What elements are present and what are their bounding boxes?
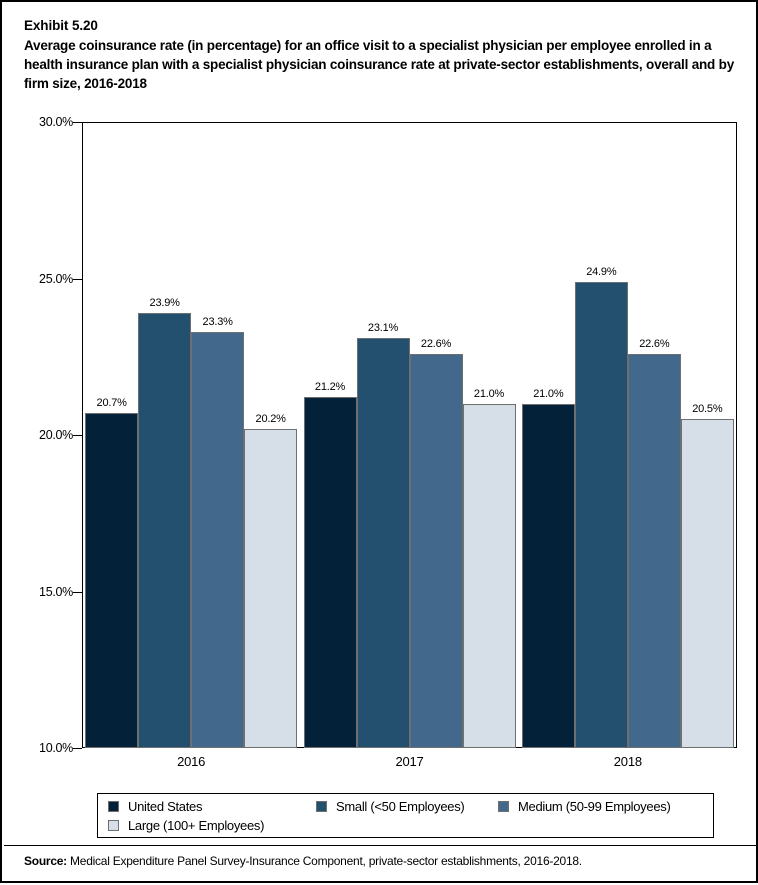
exhibit-number: Exhibit 5.20	[24, 18, 98, 33]
x-axis-category-label: 2018	[613, 754, 642, 769]
legend-item[interactable]: Large (100+ Employees)	[108, 818, 264, 833]
source-divider	[4, 845, 758, 846]
y-axis-tick-mark	[73, 278, 82, 280]
legend-swatch-icon	[498, 801, 509, 812]
y-axis-tick-label: 30.0%	[39, 115, 73, 129]
bar-value-label: 21.2%	[314, 381, 346, 394]
bar	[303, 397, 357, 748]
legend-label: Small (<50 Employees)	[336, 799, 465, 814]
bar	[462, 403, 516, 748]
source-text: Medical Expenditure Panel Survey-Insuran…	[66, 854, 582, 868]
bar	[244, 428, 298, 748]
x-axis-category-label: 2017	[395, 754, 424, 769]
bar	[680, 419, 734, 748]
bar	[85, 413, 139, 748]
bar-value-label: 21.0%	[533, 387, 564, 400]
source-label: Source:	[24, 854, 67, 868]
y-axis-tick-mark	[73, 122, 82, 123]
legend-label: Medium (50-99 Employees)	[518, 799, 671, 814]
legend-label: Large (100+ Employees)	[128, 818, 265, 833]
bar	[409, 353, 463, 748]
title-block: Exhibit 5.20 Average coinsurance rate (i…	[24, 16, 734, 93]
bar-value-label: 21.0%	[473, 387, 505, 400]
y-axis-tick-label: 10.0%	[39, 741, 73, 755]
bar-value-label: 23.1%	[367, 321, 399, 334]
bar-value-label: 20.7%	[96, 397, 127, 410]
legend-item[interactable]: Small (<50 Employees)	[316, 799, 465, 814]
bar-value-label: 23.3%	[202, 315, 233, 328]
legend-swatch-icon	[108, 820, 119, 831]
exhibit-title: Average coinsurance rate (in percentage)…	[24, 38, 735, 91]
y-axis-tick-label: 15.0%	[39, 584, 73, 599]
x-axis-category-label: 2016	[177, 754, 206, 769]
bar-value-label: 22.6%	[639, 337, 670, 350]
bar-value-label: 22.6%	[420, 337, 452, 350]
bar-value-label: 20.5%	[692, 403, 723, 416]
y-axis-tick-label: 25.0%	[39, 271, 73, 286]
bar	[574, 281, 628, 748]
y-axis-tick-mark	[73, 748, 82, 749]
y-axis-tick-label: 20.0%	[39, 428, 73, 442]
bar-value-label: 20.2%	[255, 412, 286, 425]
bar	[191, 331, 245, 748]
bar-value-label: 23.9%	[149, 296, 180, 309]
bar	[138, 312, 192, 748]
bar	[356, 337, 410, 748]
legend-swatch-icon	[108, 801, 119, 812]
chart-legend: United States Small (<50 Employees) Medium…	[97, 793, 714, 838]
legend-item[interactable]: United States	[108, 799, 202, 814]
y-axis-tick-mark	[73, 591, 82, 593]
legend-swatch-icon	[316, 801, 327, 812]
bar	[627, 353, 681, 748]
bar	[521, 403, 575, 748]
legend-label: United States	[128, 799, 203, 814]
source-note: Source: Medical Expenditure Panel Survey…	[24, 854, 582, 868]
legend-item[interactable]: Medium (50-99 Employees)	[498, 799, 671, 814]
y-axis-tick-mark	[73, 435, 82, 436]
bar-value-label: 24.9%	[586, 265, 617, 278]
